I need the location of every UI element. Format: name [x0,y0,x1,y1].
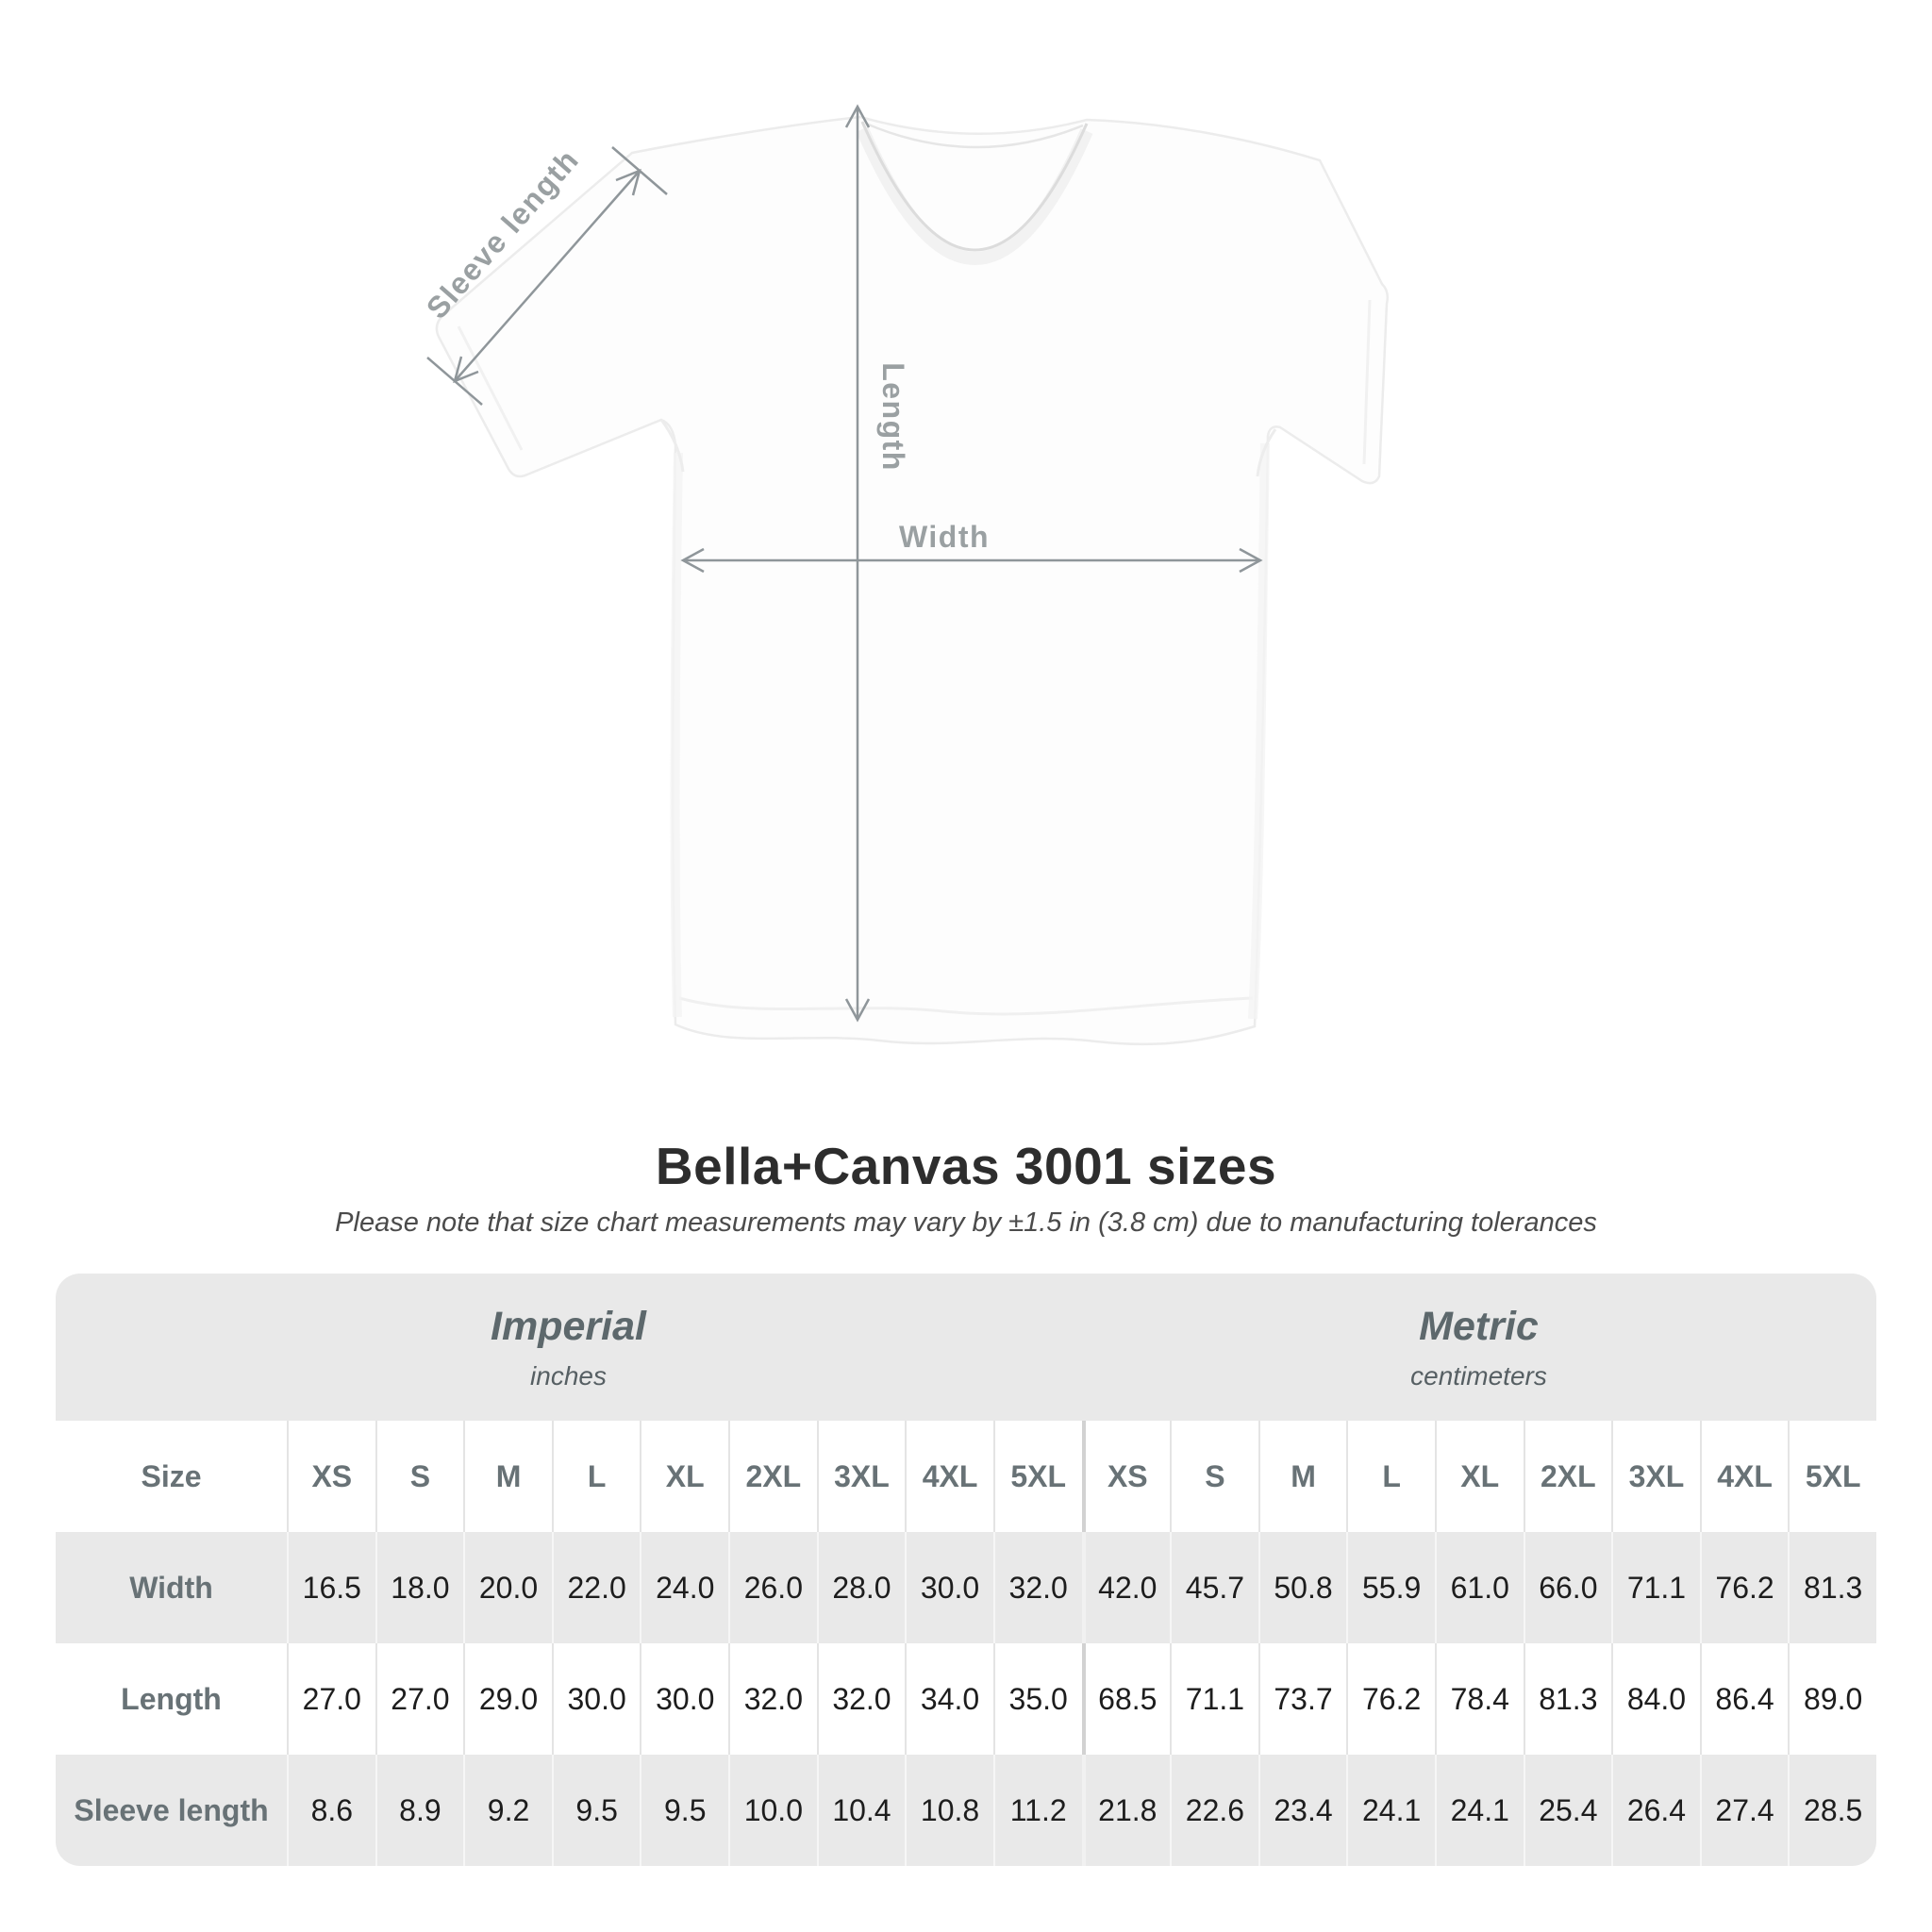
width-measure: Width [680,520,1263,574]
row-label: Width [56,1532,287,1643]
size-value-cell: 9.2 [463,1755,552,1866]
size-value-cell: 81.3 [1788,1532,1876,1643]
size-col-header: 3XL [1611,1421,1700,1532]
size-value-cell: 61.0 [1434,1532,1524,1643]
size-col-header: XL [640,1421,729,1532]
size-value-cell: 27.0 [375,1643,464,1755]
size-value-cell: 24.1 [1346,1755,1435,1866]
size-value-cell: 18.0 [375,1532,464,1643]
size-value-cell: 21.8 [1081,1755,1171,1866]
size-value-cell: 28.5 [1788,1755,1876,1866]
imperial-header: Imperial inches [56,1274,1081,1421]
size-value-cell: 10.0 [728,1755,817,1866]
length-label: Length [876,362,910,472]
size-value-cell: 9.5 [640,1755,729,1866]
size-value-cell: 76.2 [1346,1643,1435,1755]
size-value-cell: 34.0 [905,1643,993,1755]
size-value-cell: 10.8 [905,1755,993,1866]
length-measure: Length [844,104,910,1023]
size-value-cell: 25.4 [1523,1755,1612,1866]
size-col-header: XS [1081,1421,1171,1532]
size-value-cell: 24.1 [1434,1755,1524,1866]
page-title: Bella+Canvas 3001 sizes [655,1137,1277,1195]
size-value-cell: 50.8 [1257,1532,1347,1643]
size-value-cell: 73.7 [1257,1643,1347,1755]
row-label: Sleeve length [56,1755,287,1866]
size-value-cell: 30.0 [905,1532,993,1643]
size-value-cell: 86.4 [1699,1643,1789,1755]
size-value-cell: 8.6 [287,1755,375,1866]
imperial-sublabel: inches [530,1360,607,1391]
size-value-cell: 24.0 [640,1532,729,1643]
size-col-header: L [551,1421,641,1532]
size-value-cell: 9.5 [551,1755,641,1866]
size-tolerance-note: Please note that size chart measurements… [335,1208,1597,1238]
size-value-cell: 26.0 [728,1532,817,1643]
size-value-cell: 66.0 [1523,1532,1612,1643]
size-value-cell: 27.0 [287,1643,375,1755]
metric-label: Metric [1419,1303,1539,1349]
size-value-cell: 10.4 [816,1755,906,1866]
size-value-cell: 71.1 [1611,1532,1700,1643]
size-col-header: S [375,1421,464,1532]
size-value-cell: 42.0 [1081,1532,1171,1643]
row-label: Length [56,1643,287,1755]
size-value-cell: 71.1 [1170,1643,1258,1755]
size-value-cell: 32.0 [816,1643,906,1755]
size-value-cell: 22.0 [551,1532,641,1643]
size-value-cell: 35.0 [992,1643,1082,1755]
size-value-cell: 29.0 [463,1643,552,1755]
size-value-cell: 11.2 [992,1755,1082,1866]
size-col-header: 5XL [992,1421,1082,1532]
size-value-cell: 78.4 [1434,1643,1524,1755]
size-col-header: L [1346,1421,1435,1532]
size-value-cell: 81.3 [1523,1643,1612,1755]
size-col-header: 2XL [1523,1421,1612,1532]
size-value-cell: 45.7 [1170,1532,1258,1643]
size-col-header: 4XL [905,1421,993,1532]
size-value-cell: 26.4 [1611,1755,1700,1866]
size-value-cell: 68.5 [1081,1643,1171,1755]
tshirt-illustration [435,115,1390,1046]
size-col-header: 4XL [1699,1421,1789,1532]
size-value-cell: 30.0 [551,1643,641,1755]
size-col-header: S [1170,1421,1258,1532]
size-value-cell: 32.0 [728,1643,817,1755]
size-value-cell: 55.9 [1346,1532,1435,1643]
size-value-cell: 32.0 [992,1532,1082,1643]
size-col-header: 5XL [1788,1421,1876,1532]
size-col-header: M [1257,1421,1347,1532]
size-value-cell: 84.0 [1611,1643,1700,1755]
size-col-header: 3XL [816,1421,906,1532]
size-value-cell: 89.0 [1788,1643,1876,1755]
size-table: Imperial inches Metric centimeters Size X… [56,1274,1876,1866]
size-value-cell: 28.0 [816,1532,906,1643]
size-col-header: XL [1434,1421,1524,1532]
size-value-cell: 30.0 [640,1643,729,1755]
size-grid: Size XS S M L XL 2XL 3XL 4XL 5XL XS S M L XL 2XL 3XL 4XL 5… [56,1421,1876,1866]
width-label: Width [899,520,990,554]
size-value-cell: 22.6 [1170,1755,1258,1866]
size-value-cell: 16.5 [287,1532,375,1643]
size-value-cell: 76.2 [1699,1532,1789,1643]
size-value-cell: 20.0 [463,1532,552,1643]
size-value-cell: 27.4 [1699,1755,1789,1866]
size-corner-header: Size [56,1421,287,1532]
size-col-header: 2XL [728,1421,817,1532]
size-value-cell: 8.9 [375,1755,464,1866]
tshirt-size-diagram: Length Width Sleeve length [420,104,1390,1046]
unit-header-band: Imperial inches Metric centimeters [56,1274,1876,1421]
size-col-header: M [463,1421,552,1532]
size-value-cell: 23.4 [1257,1755,1347,1866]
imperial-label: Imperial [491,1303,646,1349]
metric-sublabel: centimeters [1410,1360,1547,1391]
size-col-header: XS [287,1421,375,1532]
metric-header: Metric centimeters [1081,1274,1876,1421]
